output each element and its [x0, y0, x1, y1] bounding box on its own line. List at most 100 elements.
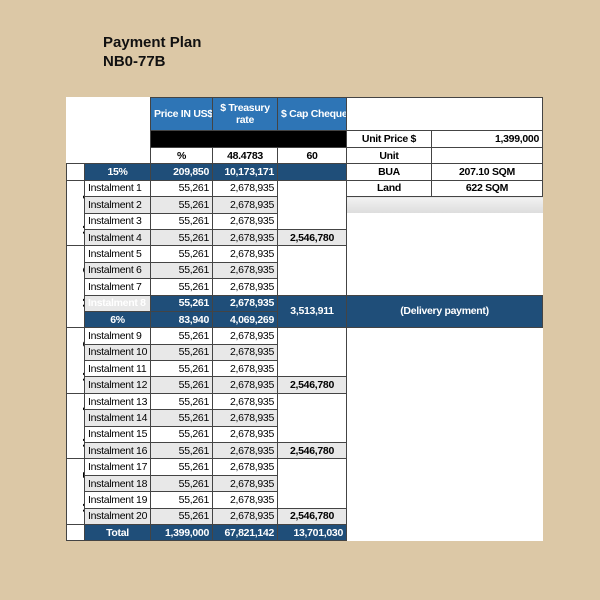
instalment-price: 55,261 — [150, 507, 213, 525]
instalment-label: Instalment 13 — [84, 392, 151, 411]
cap-blank — [277, 392, 347, 444]
instalment-label: Instalment 5 — [84, 245, 151, 263]
year-label: Year 5 — [80, 471, 85, 513]
table-row: Instalment 11 55,261 2,678,935 — [67, 360, 543, 378]
instalment-label: Instalment 7 — [84, 278, 151, 296]
instalment-treasury: 2,678,935 — [212, 474, 278, 493]
table-row: Instalment 2 55,261 2,678,935 — [67, 196, 543, 214]
delivery-cap: 3,513,911 — [277, 294, 347, 329]
instalment-treasury: 2,678,935 — [212, 196, 278, 214]
instalment-label: Instalment 1 — [84, 179, 151, 198]
delivery-treasury: 4,069,269 — [212, 310, 278, 329]
down-payment-cap — [277, 163, 347, 181]
instalment-treasury: 2,678,935 — [212, 442, 278, 460]
instalment-treasury: 2,678,935 — [212, 376, 278, 394]
down-payment-treasury: 10,173,171 — [212, 163, 278, 181]
instalment-cap: 2,546,780 — [277, 376, 347, 394]
cap-blank — [277, 245, 347, 296]
year-cell: Year 3 — [66, 327, 85, 394]
instalment-treasury: 2,678,935 — [212, 294, 278, 312]
table-row: Instalment 20 55,261 2,678,935 2,546,780 — [67, 507, 543, 525]
table-row: Instalment 14 55,261 2,678,935 — [67, 409, 543, 427]
instalment-price: 55,261 — [150, 491, 213, 509]
info-label: Land — [346, 179, 432, 198]
table-row: Instalment 10 55,261 2,678,935 — [67, 343, 543, 362]
black-band — [150, 130, 347, 148]
instalment-label: Instalment 18 — [84, 474, 151, 493]
table-row: Total 1,399,000 67,821,142 13,701,030 — [66, 523, 543, 542]
year-label: Year 2 — [80, 266, 85, 308]
instalment-price: 55,261 — [150, 327, 213, 345]
rate-cap: 60 — [277, 146, 347, 165]
payment-plan-table: Price IN US$ $ Treasury rate $ Cap Cheques… — [66, 97, 543, 542]
year-cell: Year 5 — [66, 458, 85, 525]
cap-blank — [277, 327, 347, 378]
instalment-treasury: 2,678,935 — [212, 343, 278, 362]
info-label: BUA — [346, 163, 432, 181]
instalment-price: 55,261 — [150, 458, 213, 476]
blank-area — [347, 213, 543, 295]
total-treasury: 67,821,142 — [212, 523, 278, 542]
info-label: Unit — [346, 146, 432, 165]
delivery-note: (Delivery payment) — [346, 294, 543, 329]
instalment-price: 55,261 — [150, 425, 213, 444]
blank-cell — [66, 163, 85, 181]
table-row: Year 1Instalment 155,2612,678,935Land622… — [66, 179, 543, 247]
instalment-treasury: 2,678,935 — [212, 360, 278, 378]
instalment-price: 55,261 — [150, 376, 213, 394]
instalment-treasury: 2,678,935 — [212, 327, 278, 345]
header-cap: $ Cap Cheques — [277, 97, 347, 131]
instalment-treasury: 2,678,935 — [212, 458, 278, 476]
table-row: Instalment 16 55,261 2,678,935 2,546,780 — [67, 442, 543, 460]
cap-blank — [277, 458, 347, 509]
instalment-price: 55,261 — [150, 179, 213, 198]
instalment-price: 55,261 — [150, 228, 213, 247]
delivery-price: 83,940 — [150, 310, 213, 329]
cap-blank — [277, 179, 347, 230]
blank-area — [347, 328, 543, 541]
info-value: 622 SQM — [431, 179, 543, 198]
info-value: 1,399,000 — [431, 130, 543, 148]
instalment-label: Instalment 12 — [84, 376, 151, 394]
blurred-band — [346, 196, 543, 214]
instalment-price: 55,261 — [150, 409, 213, 427]
table-row: Instalment 8 55,261 2,678,935 3,513,911 (Del… — [67, 294, 543, 329]
instalment-treasury: 2,678,935 — [212, 261, 278, 280]
instalment-price: 55,261 — [150, 245, 213, 263]
instalment-price: 55,261 — [150, 392, 213, 411]
instalment-cap: 2,546,780 — [277, 507, 347, 525]
instalment-label: Instalment 3 — [84, 212, 151, 230]
table-row: 6% 83,940 4,069,269 — [67, 310, 543, 329]
instalment-price: 55,261 — [150, 294, 213, 312]
table-row: Price IN US$ $ Treasury rate $ Cap Cheques — [67, 97, 543, 131]
rate-treasury: 48.4783 — [212, 146, 278, 165]
total-price: 1,399,000 — [150, 523, 213, 542]
instalment-cap: 2,546,780 — [277, 228, 347, 247]
instalment-treasury: 2,678,935 — [212, 491, 278, 509]
year-label: Year 3 — [80, 340, 85, 382]
table-row: Instalment 12 55,261 2,678,935 2,546,780 — [67, 376, 543, 394]
instalment-treasury: 2,678,935 — [212, 228, 278, 247]
header-price: Price IN US$ — [150, 97, 213, 131]
year-cell: Year 2 — [66, 245, 85, 329]
down-payment-price: 209,850 — [150, 163, 213, 181]
instalment-price: 55,261 — [150, 261, 213, 280]
info-value: 207.10 SQM — [431, 163, 543, 181]
instalment-treasury: 2,678,935 — [212, 425, 278, 444]
total-label: Total — [84, 523, 151, 542]
title-line-1: Payment Plan — [103, 34, 202, 51]
blank-cell — [66, 523, 85, 542]
table-row: Instalment 15 55,261 2,678,935 — [67, 425, 543, 444]
instalment-treasury: 2,678,935 — [212, 245, 278, 263]
year-cell: Year 1 — [66, 179, 85, 247]
header-treasury: $ Treasury rate — [212, 97, 278, 131]
instalment-treasury: 2,678,935 — [212, 212, 278, 230]
corner-cell — [67, 98, 151, 164]
page-title: Payment Plan NB0-77B — [103, 33, 201, 71]
year-cell: Year 4 — [66, 392, 85, 460]
instalment-label: Instalment 4 — [84, 228, 151, 247]
table-row: Instalment 18 55,261 2,678,935 — [67, 474, 543, 493]
total-cap: 13,701,030 — [277, 523, 347, 542]
